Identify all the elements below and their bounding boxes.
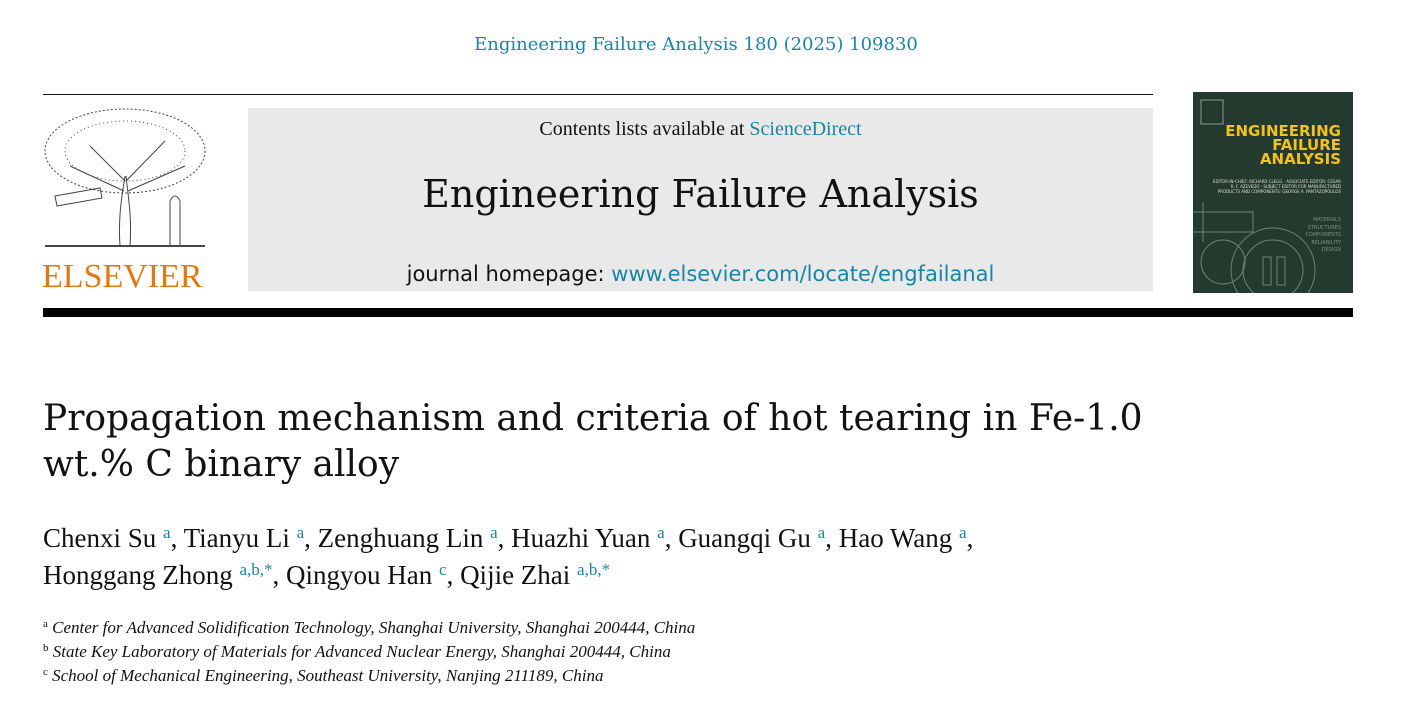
cover-artwork	[1193, 99, 1316, 293]
affiliation: b State Key Laboratory of Materials for …	[43, 642, 671, 661]
author[interactable]: Guangqi Gu a	[678, 523, 826, 553]
journal-cover[interactable]: ENGINEERING FAILURE ANALYSIS EDITOR-IN-CHI…	[1193, 92, 1353, 293]
journal-title: Engineering Failure Analysis	[422, 172, 979, 216]
sciencedirect-link[interactable]: ScienceDirect	[749, 118, 862, 140]
journal-reference[interactable]: Engineering Failure Analysis 180 (2025) …	[474, 34, 918, 55]
cover-editors: EDITOR-IN-CHIEF: RICHARD CLEGG · ASSOCIA…	[1212, 179, 1341, 194]
journal-masthead: Contents lists available at ScienceDirec…	[248, 108, 1153, 291]
affiliation: c School of Mechanical Engineering, Sout…	[43, 666, 604, 685]
author[interactable]: Qingyou Han c	[286, 560, 447, 590]
author[interactable]: Chenxi Su a	[43, 523, 171, 553]
author[interactable]: Tianyu Li a	[183, 523, 305, 553]
author[interactable]: Huazhi Yuan a	[511, 523, 665, 553]
affiliations: a Center for Advanced Solidification Tec…	[43, 616, 695, 688]
cover-subjects: MATERIALS STRUCTURES COMPONENTS RELIABILITY…	[1305, 217, 1341, 253]
author[interactable]: Zenghuang Lin a	[317, 523, 498, 553]
author-list: Chenxi Su a, Tianyu Li a, Zenghuang Lin …	[43, 523, 974, 590]
divider	[43, 94, 1153, 95]
cover-title: ENGINEERING FAILURE ANALYSIS	[1225, 122, 1341, 168]
homepage-label: journal homepage:	[406, 262, 612, 286]
homepage-link[interactable]: www.elsevier.com/locate/engfailanal	[611, 262, 995, 286]
author[interactable]: Honggang Zhong a,b,*	[43, 560, 273, 590]
contents-line: Contents lists available at ScienceDirec…	[248, 118, 1153, 141]
affiliation: a Center for Advanced Solidification Tec…	[43, 618, 696, 637]
tree-icon	[44, 108, 206, 247]
contents-label: Contents lists available at	[539, 118, 750, 140]
elsevier-logo[interactable]	[40, 106, 210, 296]
author[interactable]: Qijie Zhai a,b,*	[460, 560, 611, 590]
header-bar	[43, 308, 1353, 317]
author[interactable]: Hao Wang a	[838, 523, 967, 553]
homepage-line: journal homepage: www.elsevier.com/locat…	[248, 262, 1153, 286]
article-title: Propagation mechanism and criteria of ho…	[43, 398, 1143, 485]
elsevier-wordmark: ELSEVIER	[42, 258, 203, 295]
